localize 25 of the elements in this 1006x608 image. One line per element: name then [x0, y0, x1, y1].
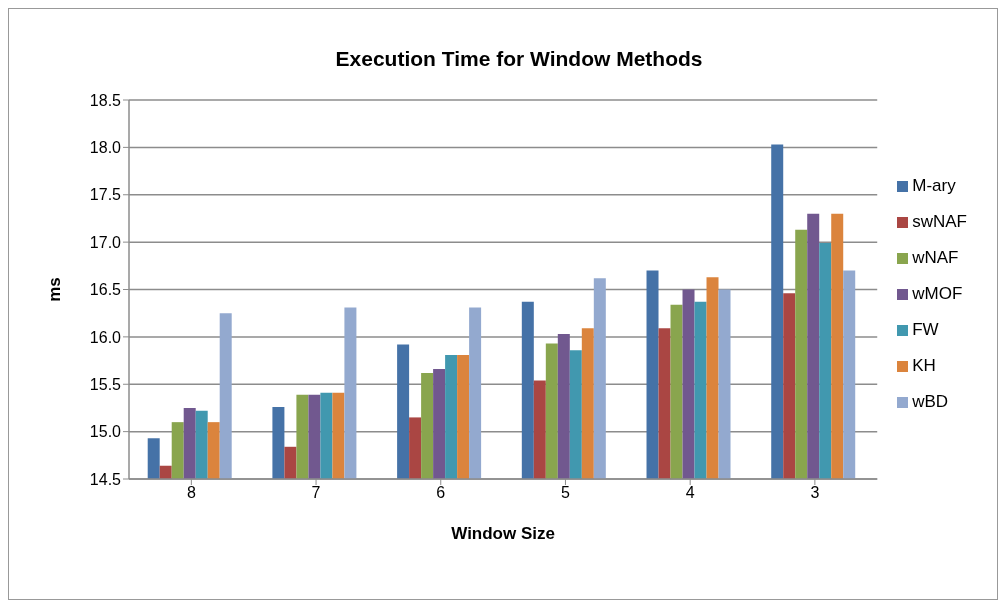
x-tick-label: 3	[810, 484, 820, 502]
legend-label: wMOF	[912, 284, 963, 303]
y-tick-label: 15.0	[89, 423, 122, 441]
x-tick-label: 5	[561, 484, 571, 502]
y-tick-label: 16.0	[89, 328, 122, 346]
x-tick-label: 8	[186, 484, 196, 502]
x-tick-label: 6	[436, 484, 446, 502]
y-tick-label: 16.5	[89, 281, 122, 299]
y-tick-label: 18.5	[89, 91, 122, 109]
x-tick-label: 7	[311, 484, 321, 502]
legend-label: wBD	[912, 392, 949, 411]
y-tick-label: 18.0	[89, 139, 122, 157]
y-tick-label: 14.5	[89, 470, 122, 488]
y-tick-label: 17.5	[89, 186, 122, 204]
x-axis-title: Window Size	[451, 524, 555, 543]
y-axis-title: ms	[45, 277, 65, 302]
y-tick-label: 17.0	[89, 233, 122, 251]
x-tick-label: 4	[685, 484, 695, 502]
y-tick-label: 15.5	[89, 375, 122, 393]
legend-label: FW	[912, 320, 939, 339]
legend-label: KH	[912, 356, 936, 375]
legend-label: M-ary	[912, 176, 956, 195]
legend-label: swNAF	[912, 212, 967, 231]
chart-title: Execution Time for Window Methods	[334, 47, 704, 71]
legend-label: wNAF	[912, 248, 959, 267]
